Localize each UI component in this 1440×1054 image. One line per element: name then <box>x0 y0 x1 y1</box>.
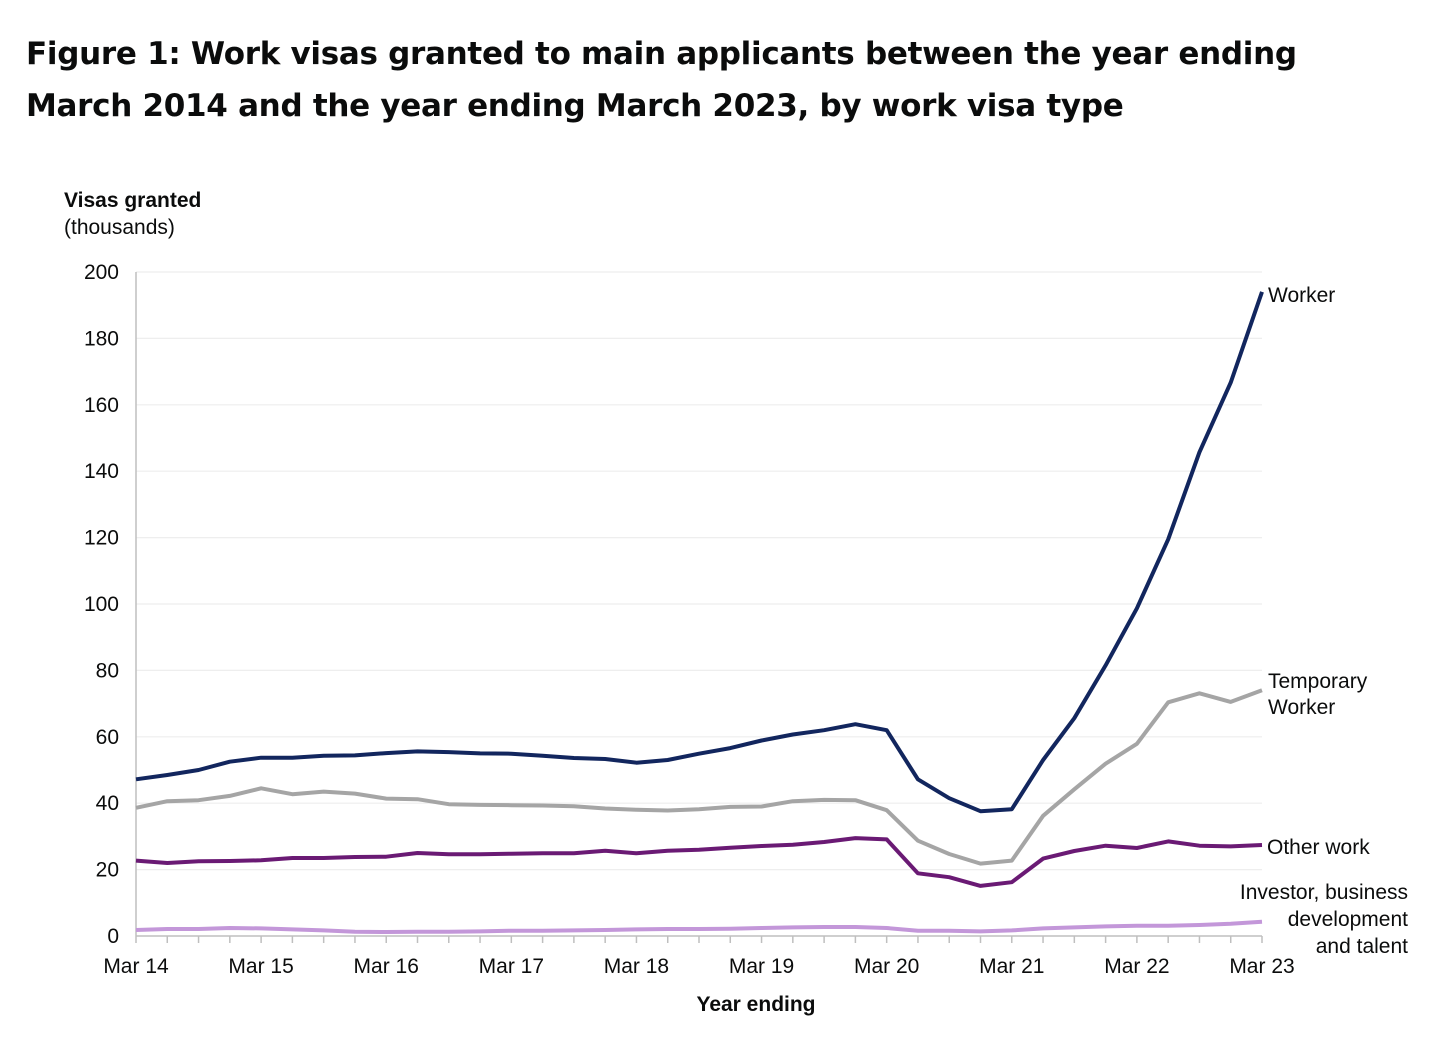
x-tick-label: Mar 14 <box>103 955 169 978</box>
y-tick-label: 40 <box>96 792 119 815</box>
y-tick-label: 20 <box>96 859 119 882</box>
y-tick-label: 100 <box>84 593 119 616</box>
x-tick-label: Mar 21 <box>979 955 1044 978</box>
y-axis-ticks: 0 20 40 60 80 100 120 140 160 180 200 <box>84 261 119 948</box>
x-tick-label: Mar 18 <box>604 955 669 978</box>
series-line <box>135 688 1263 866</box>
chart-title: Figure 1: Work visas granted to main app… <box>26 36 1297 124</box>
series-label-line: Other work <box>1267 836 1370 859</box>
y-axis-unit: (thousands) <box>64 216 175 239</box>
y-tick-label: 60 <box>96 726 119 749</box>
x-tick-label: Mar 19 <box>729 955 794 978</box>
series-label-line: Worker <box>1268 696 1335 719</box>
y-tick-label: 80 <box>96 659 119 682</box>
y-tick-label: 160 <box>84 394 119 417</box>
series-label: Temporary Worker <box>1268 670 1368 719</box>
series-line <box>135 291 1264 814</box>
series-label-line: and talent <box>1316 935 1408 958</box>
y-axis-label: Visas granted (thousands) <box>64 187 201 241</box>
y-tick-label: 120 <box>84 527 119 550</box>
y-tick-label: 140 <box>84 460 119 483</box>
series-label-line: development <box>1288 908 1408 931</box>
x-tick-label: Mar 15 <box>228 955 293 978</box>
series-label: Investor, business development and talent <box>1240 881 1408 958</box>
x-tick-label: Mar 23 <box>1229 955 1294 978</box>
x-tick-label: Mar 16 <box>354 955 419 978</box>
x-tick-label: Mar 22 <box>1104 955 1169 978</box>
series-label-line: Temporary <box>1268 670 1368 693</box>
series-label: Other work <box>1267 836 1370 859</box>
x-tick-label: Mar 20 <box>854 955 919 978</box>
y-tick-label: 0 <box>107 925 119 948</box>
series-label: Worker <box>1268 284 1335 307</box>
series-line <box>135 836 1263 888</box>
series-label-line: Worker <box>1268 284 1335 307</box>
gridlines <box>136 271 1262 871</box>
series-lines <box>135 291 1264 934</box>
x-axis-title: Year ending <box>696 993 815 1016</box>
y-axis-title: Visas granted <box>64 189 202 212</box>
x-axis-ticks: Mar 14 Mar 15 Mar 16 Mar 17 Mar 18 Mar 19 Mar … <box>103 936 1295 978</box>
series-labels: Worker Temporary Worker Other work Investor,… <box>1240 284 1408 958</box>
x-tick-label: Mar 17 <box>479 955 544 978</box>
y-tick-label: 200 <box>84 261 119 284</box>
series-label-line: Investor, business <box>1240 881 1408 904</box>
y-tick-label: 180 <box>84 327 119 350</box>
series-line <box>135 919 1263 934</box>
